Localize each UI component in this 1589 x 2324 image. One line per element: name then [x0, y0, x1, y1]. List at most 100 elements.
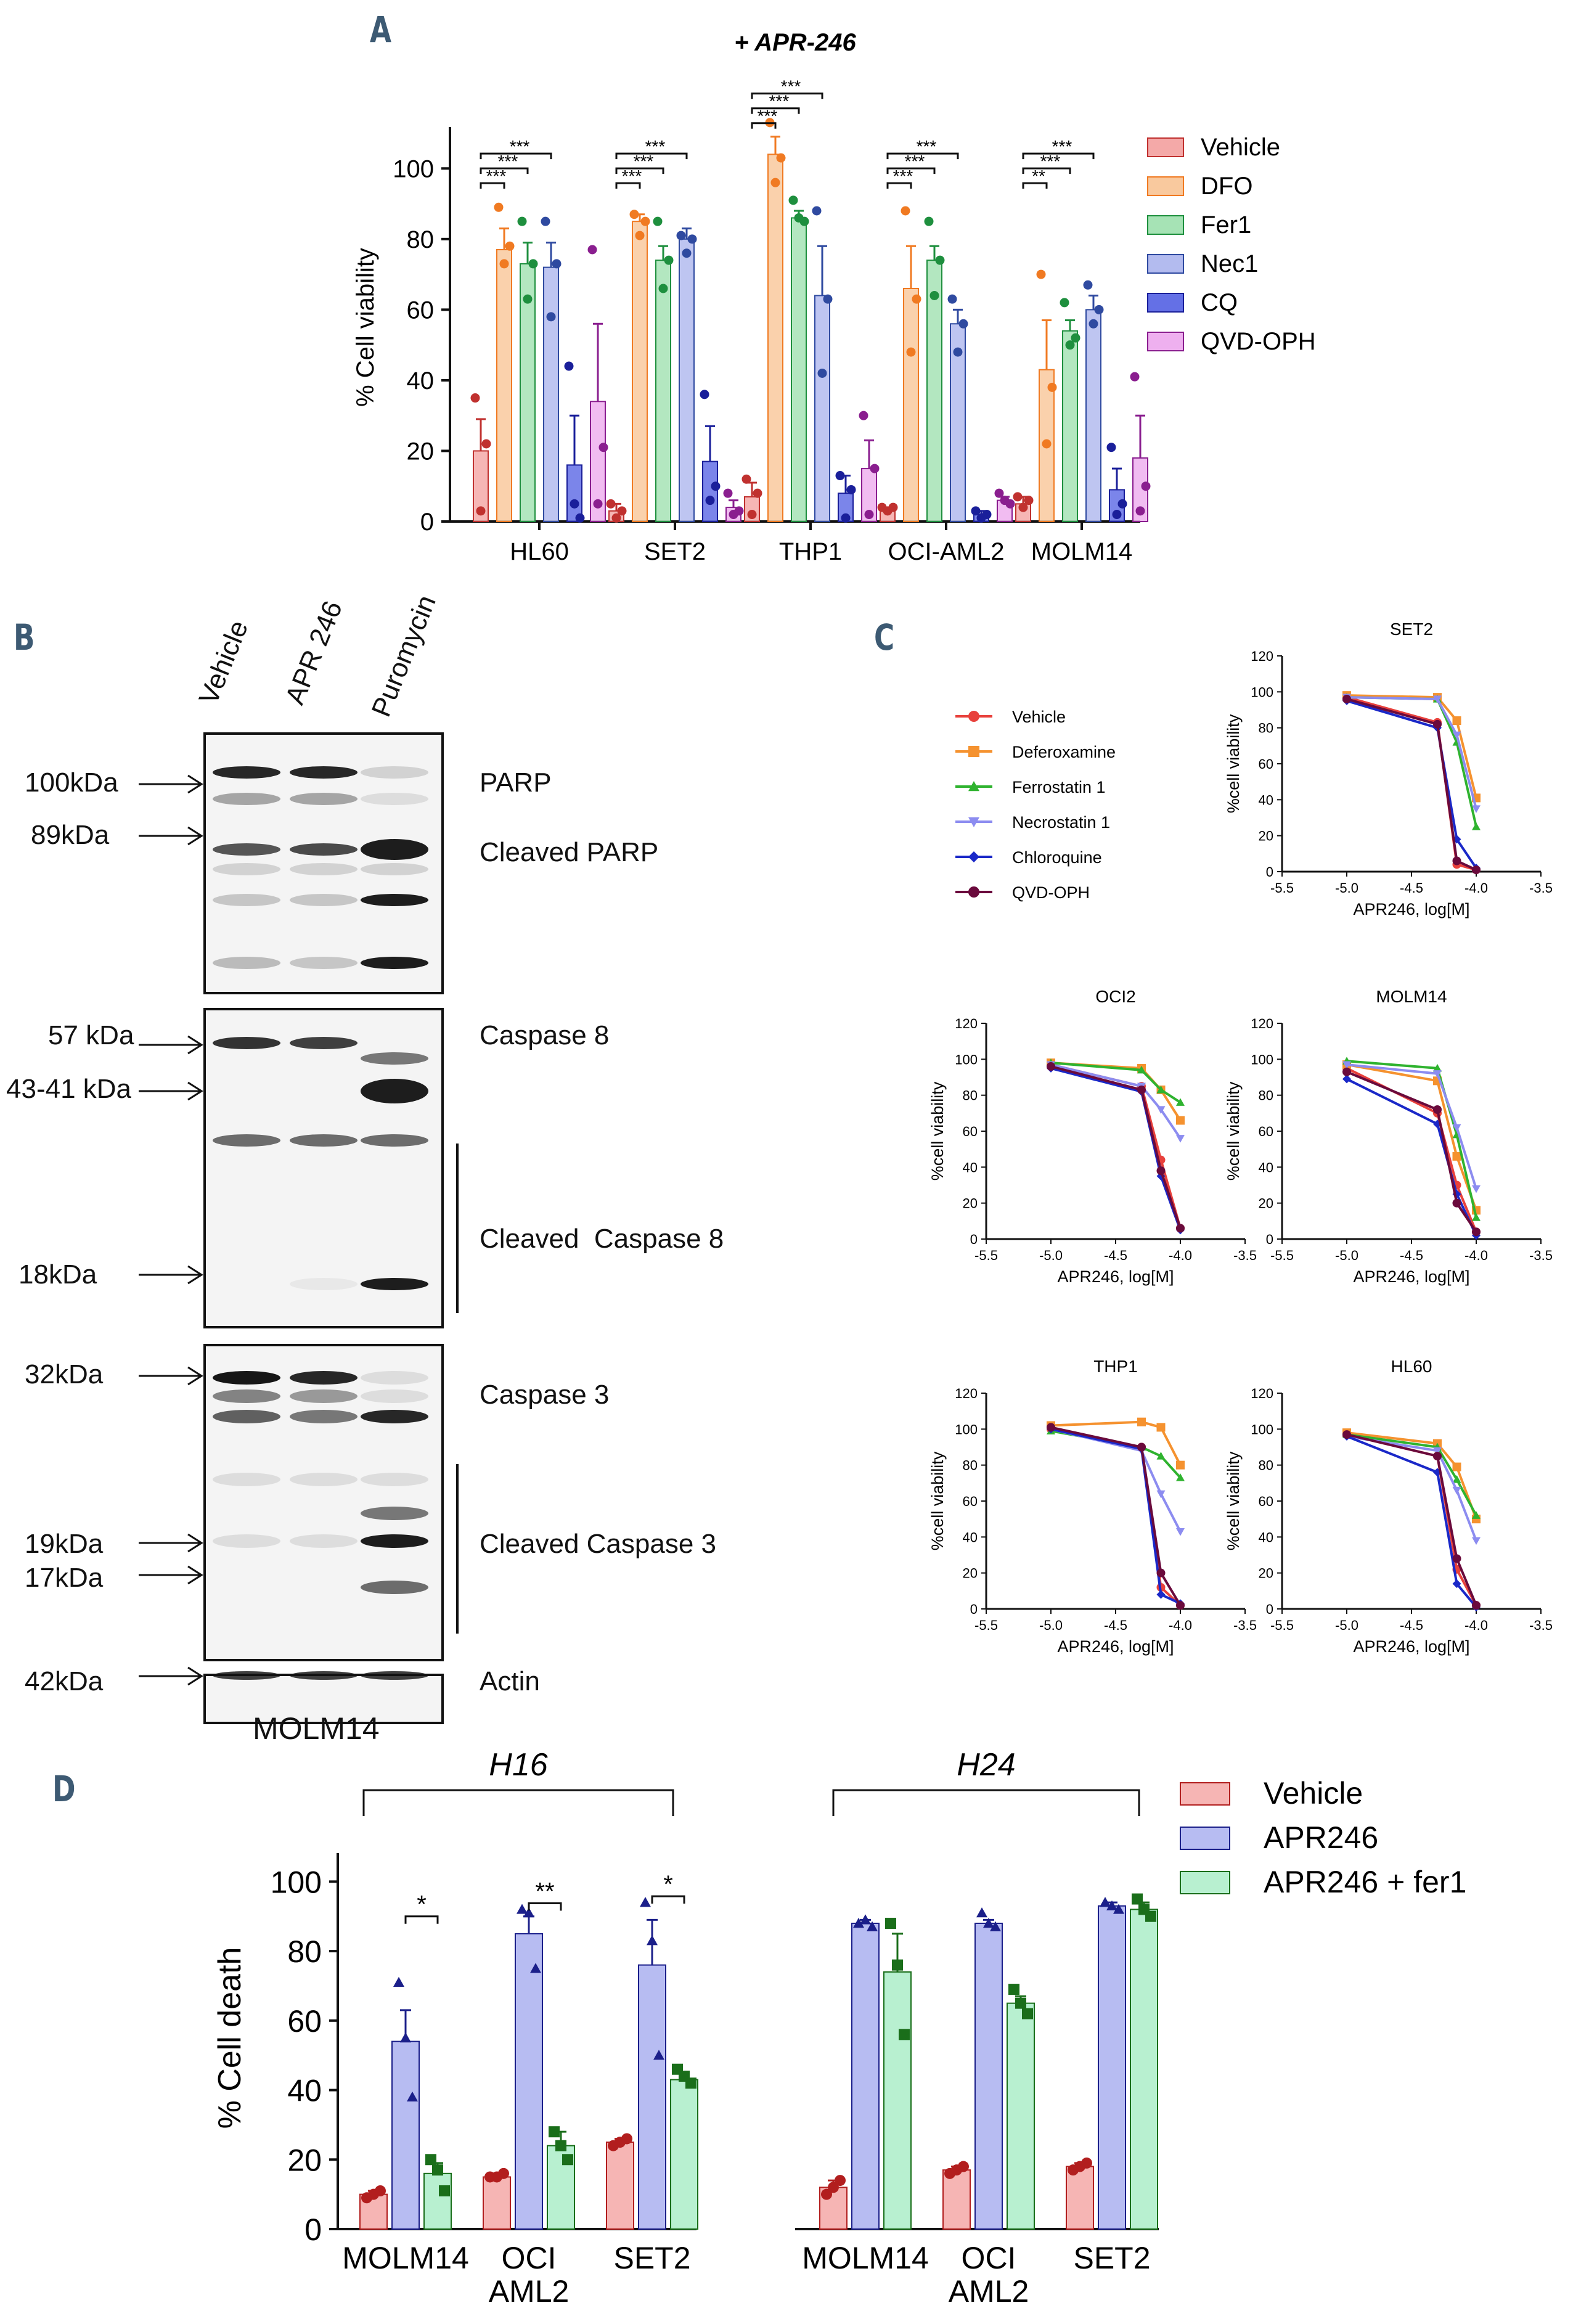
significance-label: **: [1032, 166, 1045, 186]
series-line: [1050, 1426, 1182, 1606]
marker-arrowhead: [187, 826, 203, 846]
data-point: [598, 443, 608, 452]
data-point: [498, 2167, 509, 2179]
x-tick-label: -5.0: [1335, 880, 1358, 896]
data-point: [555, 2140, 566, 2151]
data-point: [1060, 298, 1069, 308]
data-point: [1137, 1417, 1146, 1426]
data-point: [1452, 1475, 1461, 1483]
kda-57: 57 kDa: [48, 1020, 134, 1050]
data-point: [1472, 1185, 1481, 1193]
protein-band: [213, 1671, 280, 1680]
data-point: [929, 290, 939, 300]
data-point: [1156, 1423, 1166, 1432]
data-point: [817, 368, 827, 378]
bar: [515, 1933, 543, 2230]
marker-arrowhead: [187, 1533, 203, 1553]
kda-43-41: 43-41 kDa: [6, 1074, 132, 1104]
data-point: [747, 510, 757, 520]
series-line: [1346, 1433, 1477, 1516]
legend-swatch: [1180, 1827, 1230, 1850]
data-point: [432, 2164, 443, 2176]
data-point: [1472, 1537, 1481, 1545]
data-point: [1137, 1065, 1146, 1074]
protein-band: [361, 1037, 428, 1049]
significance-label: ***: [1040, 152, 1061, 171]
data-point: [1106, 443, 1116, 452]
legend-label: Nec1: [1201, 250, 1258, 277]
protein-band: [213, 1581, 280, 1594]
significance-bracket: [528, 1902, 562, 1911]
data-point: [1094, 305, 1104, 314]
data-point: [1472, 805, 1481, 813]
data-point: [892, 1959, 903, 1971]
data-point: [1433, 1070, 1442, 1078]
data-point: [1042, 439, 1052, 449]
data-point: [1137, 1442, 1146, 1452]
bar: [942, 2169, 971, 2230]
series-line: [1346, 698, 1477, 871]
y-tick-label: 40: [963, 1160, 978, 1175]
protein-band: [361, 1410, 428, 1423]
data-point: [1176, 1098, 1185, 1106]
x-tick-label: AML2: [489, 2274, 570, 2309]
significance-bracket: [615, 152, 688, 160]
data-point: [470, 393, 480, 403]
data-point: [1065, 340, 1075, 350]
data-point: [552, 259, 562, 269]
significance-label: ***: [758, 107, 778, 126]
data-point: [1047, 1062, 1055, 1071]
data-point: [682, 248, 692, 258]
data-point: [990, 1921, 1001, 1931]
protein-band: [361, 1278, 428, 1290]
series-line: [1346, 1433, 1477, 1606]
x-tick-label: OCI: [962, 2241, 1016, 2275]
data-point: [635, 231, 645, 240]
series-line: [1050, 1062, 1182, 1104]
legend-label: QVD-OPH: [1201, 328, 1316, 355]
protein-band: [361, 793, 428, 805]
significance-bracket: [480, 167, 529, 174]
x-tick-label: -3.5: [1529, 880, 1553, 896]
protein-band: [361, 839, 428, 860]
data-point: [1433, 1063, 1442, 1072]
data-point: [1176, 1473, 1185, 1481]
significance-label: *: [417, 1891, 427, 1918]
x-tick-label: -4.0: [1464, 1248, 1488, 1263]
x-tick-label: -5.5: [974, 1618, 998, 1633]
y-axis-label: %cell viability: [1224, 714, 1243, 813]
data-point: [1472, 1601, 1481, 1610]
protein-band: [213, 1037, 280, 1049]
significance-bracket: [615, 167, 664, 174]
legend-label: APR246 + fer1: [1264, 1865, 1466, 1899]
data-point: [864, 510, 874, 520]
y-tick-label: 0: [420, 509, 434, 536]
data-point: [958, 319, 968, 329]
y-tick-label: 100: [1251, 1422, 1273, 1437]
data-point: [846, 485, 856, 494]
panel-letter-d: D: [52, 1768, 76, 1810]
data-point: [517, 216, 527, 226]
data-point: [523, 294, 533, 304]
data-point: [994, 488, 1004, 498]
significance-bracket: [1022, 182, 1048, 189]
group-label: H24: [957, 1747, 1015, 1783]
data-point: [1433, 1119, 1442, 1129]
data-point: [1130, 372, 1140, 382]
marker-arrowhead: [187, 1265, 203, 1285]
y-tick-label: 100: [271, 1865, 322, 1899]
data-point: [1156, 1085, 1166, 1094]
data-point: [1176, 1528, 1185, 1536]
x-tick-label: -4.5: [1104, 1618, 1127, 1633]
bar: [670, 2079, 698, 2230]
data-point: [1145, 1910, 1156, 1922]
significance-label: ***: [893, 166, 913, 186]
kda-100: 100kDa: [25, 767, 118, 798]
data-point: [812, 206, 822, 216]
data-point: [1342, 1430, 1351, 1439]
data-point: [741, 474, 751, 484]
data-point: [1008, 1984, 1019, 1995]
data-point: [375, 2185, 386, 2196]
data-point: [587, 245, 597, 255]
